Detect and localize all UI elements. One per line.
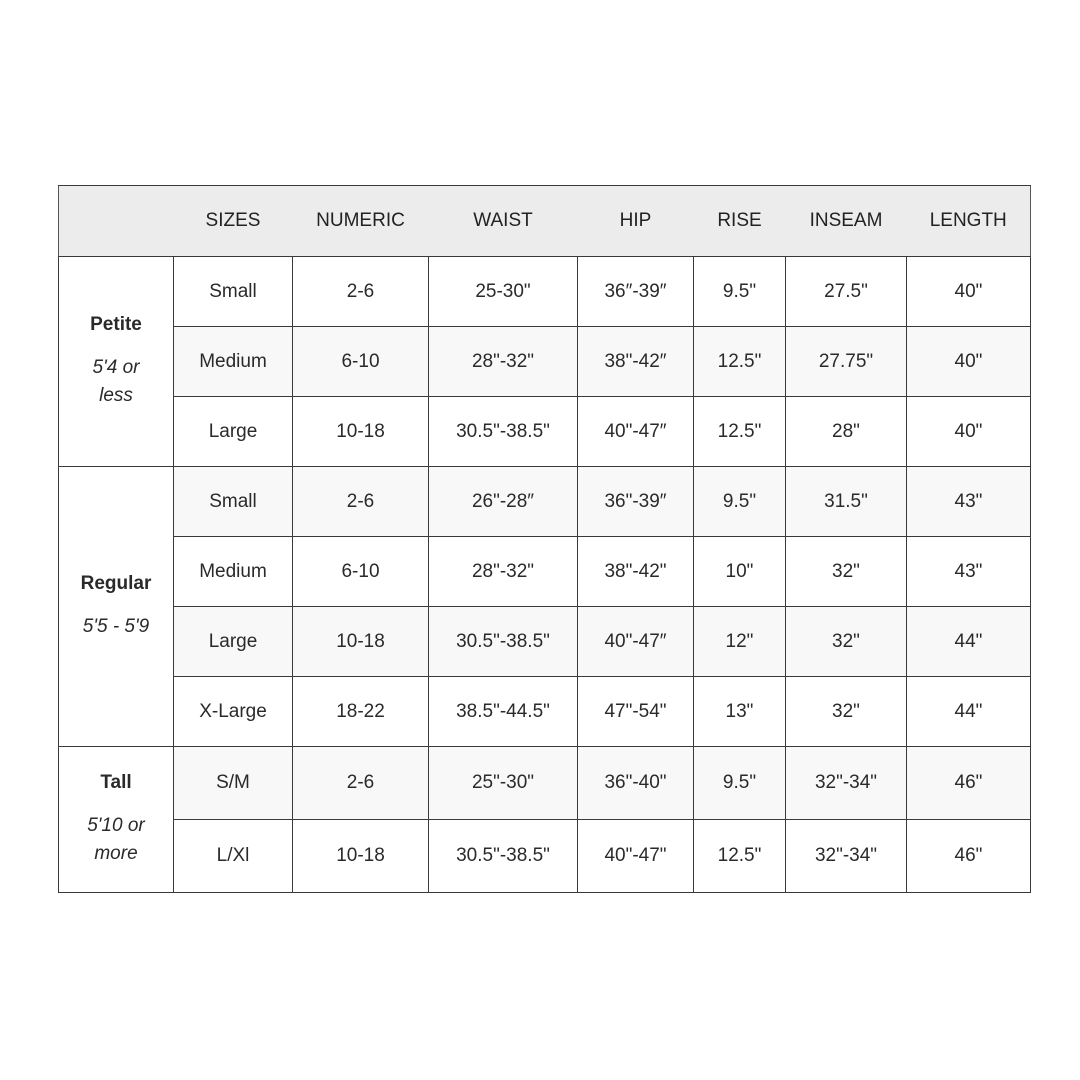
group-height: 5'4 or less — [92, 356, 140, 406]
table-cell: 38"-42" — [577, 536, 694, 607]
table-cell: 30.5"-38.5" — [428, 396, 578, 467]
table-row: Tall 5'10 or more S/M 2-6 25"-30" 36"-40" 9.5"… — [58, 746, 1031, 893]
table-cell: 25-30" — [428, 256, 578, 327]
table-cell: 2-6 — [292, 466, 429, 537]
column-header: INSEAM — [785, 185, 907, 257]
column-header: WAIST — [428, 185, 578, 257]
table-cell: 32" — [785, 536, 907, 607]
group-name: Regular — [80, 572, 152, 594]
table-cell: 43" — [906, 466, 1031, 537]
table-row: Medium 6-10 28"-32" 38"-42" 10" 32" 43" — [59, 536, 1031, 607]
table-cell: 28"-32" — [428, 326, 578, 397]
group-cell: Regular 5'5 - 5'9 — [58, 466, 174, 747]
column-header: LENGTH — [906, 185, 1031, 257]
column-header: SIZES — [173, 185, 293, 257]
table-cell: Medium — [173, 536, 293, 607]
table-cell: 44" — [906, 676, 1031, 747]
table-cell: 36″-39″ — [577, 256, 694, 327]
table-cell: 9.5" — [693, 746, 786, 820]
table-cell: Large — [173, 396, 293, 467]
table-cell: Small — [173, 256, 293, 327]
table-cell: 36"-40" — [577, 746, 694, 820]
table-cell: 10-18 — [292, 396, 429, 467]
table-cell: 6-10 — [292, 536, 429, 607]
table-cell: 40"-47″ — [577, 606, 694, 677]
table-cell: 13" — [693, 676, 786, 747]
size-chart-table: SIZES NUMERIC WAIST HIP RISE INSEAM LENGTH Pet… — [58, 185, 1031, 893]
table-cell: 43" — [906, 536, 1031, 607]
table-cell: 40"-47″ — [577, 396, 694, 467]
table-cell: 10-18 — [292, 819, 429, 893]
table-cell: 40" — [906, 256, 1031, 327]
table-cell: 28"-32" — [428, 536, 578, 607]
table-cell: 12.5" — [693, 819, 786, 893]
table-cell: Medium — [173, 326, 293, 397]
table-cell: 36"-39″ — [577, 466, 694, 537]
table-cell: 18-22 — [292, 676, 429, 747]
table-cell: 38"-42″ — [577, 326, 694, 397]
table-row: X-Large 18-22 38.5"-44.5" 47"-54" 13" 32" 44" — [59, 676, 1031, 747]
table-cell: X-Large — [173, 676, 293, 747]
table-cell: 40" — [906, 326, 1031, 397]
table-cell: 30.5"-38.5" — [428, 606, 578, 677]
table-cell: 32"-34" — [785, 819, 907, 893]
table-cell: 38.5"-44.5" — [428, 676, 578, 747]
header-row: SIZES NUMERIC WAIST HIP RISE INSEAM LENGTH — [58, 185, 1031, 257]
table-cell: 32"-34" — [785, 746, 907, 820]
table-cell: 44" — [906, 606, 1031, 677]
table-cell: S/M — [173, 746, 293, 820]
group-cell: Tall 5'10 or more — [58, 746, 174, 893]
table-cell: 2-6 — [292, 746, 429, 820]
table-cell: 32" — [785, 676, 907, 747]
table-cell: 40" — [906, 396, 1031, 467]
table-cell: 2-6 — [292, 256, 429, 327]
table-cell: 27.5" — [785, 256, 907, 327]
column-header: RISE — [693, 185, 786, 257]
table-cell: 26"-28″ — [428, 466, 578, 537]
table-cell: 12.5" — [693, 326, 786, 397]
group-height: 5'10 or more — [87, 814, 145, 864]
table-cell: Small — [173, 466, 293, 537]
table-cell: 31.5" — [785, 466, 907, 537]
table-cell: 25"-30" — [428, 746, 578, 820]
table-row: L/Xl 10-18 30.5"-38.5" 40"-47" 12.5" 32"-34" 4… — [59, 819, 1031, 893]
table-cell: 30.5"-38.5" — [428, 819, 578, 893]
table-cell: 32" — [785, 606, 907, 677]
column-header: HIP — [577, 185, 694, 257]
group-name: Tall — [100, 771, 132, 793]
table-cell: 6-10 — [292, 326, 429, 397]
table-cell: Large — [173, 606, 293, 677]
table-cell: L/Xl — [173, 819, 293, 893]
group-cell: Petite 5'4 or less — [58, 256, 174, 467]
table-cell: 12" — [693, 606, 786, 677]
table-cell: 10" — [693, 536, 786, 607]
group-name: Petite — [90, 313, 142, 335]
table-cell: 46" — [906, 819, 1031, 893]
table-cell: 9.5" — [693, 256, 786, 327]
column-header — [58, 185, 174, 257]
column-header: NUMERIC — [292, 185, 429, 257]
table-cell: 12.5" — [693, 396, 786, 467]
table-row: Large 10-18 30.5"-38.5" 40"-47″ 12" 32" 44" — [59, 606, 1031, 677]
table-cell: 47"-54" — [577, 676, 694, 747]
group-height: 5'5 - 5'9 — [82, 615, 150, 637]
table-cell: 10-18 — [292, 606, 429, 677]
table-row: Petite 5'4 or less Small 2-6 25-30" 36″-39″ 9.… — [58, 256, 1031, 467]
table-cell: 9.5" — [693, 466, 786, 537]
table-row: Medium 6-10 28"-32" 38"-42″ 12.5" 27.75" 40" — [59, 326, 1031, 397]
table-row: Regular 5'5 - 5'9 Small 2-6 26"-28″ 36"-39″ 9.… — [58, 466, 1031, 747]
table-cell: 28" — [785, 396, 907, 467]
table-row: Large 10-18 30.5"-38.5" 40"-47″ 12.5" 28" 40" — [59, 396, 1031, 467]
table-cell: 40"-47" — [577, 819, 694, 893]
table-cell: 27.75" — [785, 326, 907, 397]
table-cell: 46" — [906, 746, 1031, 820]
